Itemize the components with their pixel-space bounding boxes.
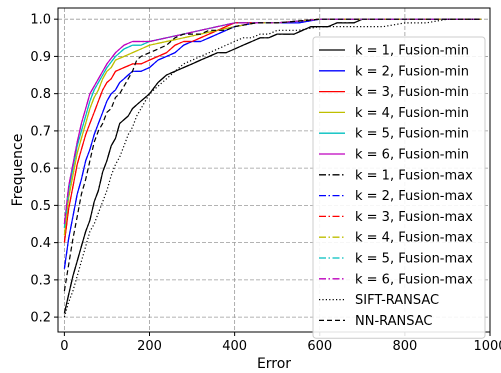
y-tick-label: 0.8 — [30, 87, 51, 102]
x-tick-label: 200 — [137, 339, 162, 354]
legend-label: k = 6, Fusion-max — [355, 272, 473, 287]
series-line-7 — [63, 18, 482, 314]
y-tick-label: 0.2 — [30, 311, 51, 326]
legend-label: SIFT-RANSAC — [355, 293, 439, 308]
legend-label: k = 6, Fusion-min — [355, 148, 469, 163]
series-lines — [63, 18, 482, 318]
series-line-8 — [63, 18, 482, 269]
y-tick-label: 0.9 — [30, 50, 51, 65]
legend-label: k = 3, Fusion-min — [355, 85, 469, 100]
series-line-11 — [63, 18, 482, 228]
legend-label: k = 1, Fusion-max — [355, 168, 473, 183]
y-axis-label: Frequence — [10, 134, 26, 207]
legend-label: k = 3, Fusion-max — [355, 210, 473, 225]
series-line-10 — [63, 18, 482, 236]
legend-box — [312, 36, 486, 339]
x-tick-label: 800 — [392, 339, 417, 354]
legend-label: k = 5, Fusion-max — [355, 252, 473, 267]
y-tick-label: 0.3 — [30, 273, 51, 288]
series-line-14 — [63, 18, 482, 292]
legend-label: k = 2, Fusion-max — [355, 189, 473, 204]
legend-label: NN-RANSAC — [355, 314, 433, 329]
x-tick-label: 600 — [307, 339, 332, 354]
x-axis-label: Error — [257, 356, 291, 372]
legend-label: k = 4, Fusion-min — [355, 106, 469, 121]
series-line-12 — [63, 18, 482, 225]
x-tick-label: 0 — [60, 339, 68, 354]
legend-label: k = 5, Fusion-min — [355, 127, 469, 142]
legend-label: k = 4, Fusion-max — [355, 231, 473, 246]
plot-frame — [57, 7, 491, 333]
y-tick-label: 0.6 — [30, 162, 51, 177]
series-line-13 — [63, 18, 482, 318]
legend-label: k = 1, Fusion-min — [355, 44, 469, 59]
y-tick-label: 0.4 — [30, 236, 51, 251]
y-tick-label: 0.5 — [30, 199, 51, 214]
y-tick-label: 0.7 — [30, 124, 51, 139]
legend-label: k = 2, Fusion-min — [355, 64, 469, 79]
legend: k = 1, Fusion-min k = 2, Fusion-min k = 3,… — [312, 36, 486, 339]
y-tick-label: 1.0 — [30, 13, 51, 28]
x-tick-label: 400 — [222, 339, 247, 354]
